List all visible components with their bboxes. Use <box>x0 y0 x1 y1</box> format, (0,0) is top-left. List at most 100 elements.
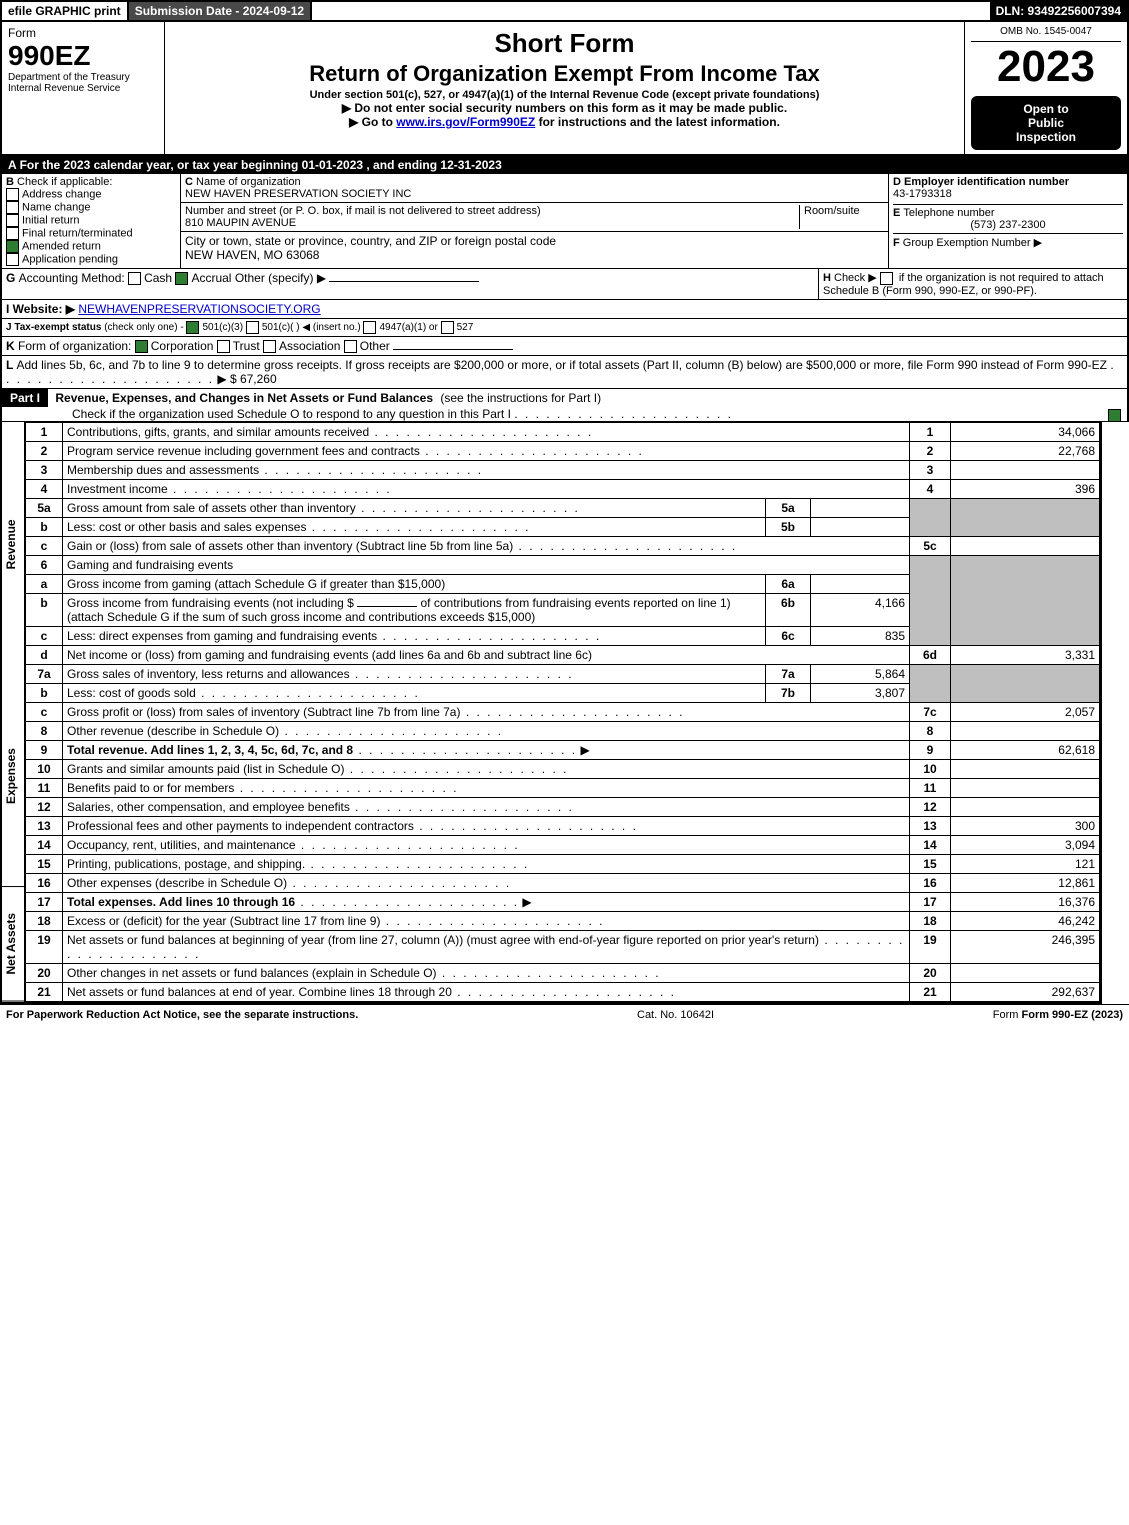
row-6d: d Net income or (loss) from gaming and f… <box>26 645 1100 664</box>
street-value: 810 MAUPIN AVENUE <box>185 217 296 229</box>
open-line2: Public <box>977 116 1115 130</box>
b-final: Final return/terminated <box>22 227 133 239</box>
b-app-pending: Application pending <box>22 253 118 265</box>
amt11 <box>951 778 1100 797</box>
cb-amended-return[interactable] <box>6 240 19 253</box>
n6: 6 <box>26 555 63 574</box>
website-link[interactable]: NEWHAVENPRESERVATIONSOCIETY.ORG <box>78 302 320 316</box>
top-spacer <box>312 2 989 20</box>
amt14: 3,094 <box>951 835 1100 854</box>
side-expenses: Expenses <box>2 667 24 887</box>
line-a: A For the 2023 calendar year, or tax yea… <box>0 156 1129 174</box>
cb-501c3[interactable] <box>186 321 199 334</box>
cb-initial-return[interactable] <box>6 214 19 227</box>
cb-final-return[interactable] <box>6 227 19 240</box>
row-13: 13 Professional fees and other payments … <box>26 816 1100 835</box>
goto-pre: Go to <box>362 115 397 129</box>
dept-treasury: Department of the Treasury <box>8 72 158 83</box>
ln5c: 5c <box>910 536 951 555</box>
row-4: 4 Investment income 4 396 <box>26 479 1100 498</box>
cb-assoc[interactable] <box>263 340 276 353</box>
ln14: 14 <box>910 835 951 854</box>
sv7a: 5,864 <box>811 664 910 683</box>
line-k: K Form of organization: Corporation Trus… <box>0 337 1129 356</box>
j-527: 527 <box>457 322 474 333</box>
k-trust: Trust <box>233 339 260 353</box>
line-i: I Website: ▶ NEWHAVENPRESERVATIONSOCIETY… <box>0 300 1129 319</box>
cb-corp[interactable] <box>135 340 148 353</box>
n16: 16 <box>26 873 63 892</box>
lbl10: Grants and similar amounts paid (list in… <box>67 762 344 776</box>
sv7b: 3,807 <box>811 683 910 702</box>
i-label: Website: ▶ <box>13 302 75 316</box>
sn5a: 5a <box>766 498 811 517</box>
row-15: 15 Printing, publications, postage, and … <box>26 854 1100 873</box>
row-5a: 5a Gross amount from sale of assets othe… <box>26 498 1100 517</box>
cb-4947[interactable] <box>363 321 376 334</box>
line-l: L Add lines 5b, 6c, and 7b to line 9 to … <box>0 356 1129 389</box>
n8: 8 <box>26 721 63 740</box>
amt12 <box>951 797 1100 816</box>
lbl12: Salaries, other compensation, and employ… <box>67 800 350 814</box>
cat-no: Cat. No. 10642I <box>637 1009 714 1021</box>
ln10: 10 <box>910 759 951 778</box>
n21: 21 <box>26 982 63 1001</box>
page-footer: For Paperwork Reduction Act Notice, see … <box>0 1004 1129 1025</box>
k-other: Other <box>360 339 390 353</box>
ein-value: 43-1793318 <box>893 188 952 200</box>
amt6d: 3,331 <box>951 645 1100 664</box>
k-assoc: Association <box>279 339 340 353</box>
org-info-block: B Check if applicable: Address change Na… <box>0 174 1129 269</box>
cb-name-change[interactable] <box>6 201 19 214</box>
city-label: City or town, state or province, country… <box>185 234 556 248</box>
row-16: 16 Other expenses (describe in Schedule … <box>26 873 1100 892</box>
city-value: NEW HAVEN, MO 63068 <box>185 248 319 262</box>
cb-application-pending[interactable] <box>6 253 19 266</box>
sn7a: 7a <box>766 664 811 683</box>
n15: 15 <box>26 854 63 873</box>
lbl6c: Less: direct expenses from gaming and fu… <box>67 629 377 643</box>
ln9: 9 <box>910 740 951 759</box>
sn6a: 6a <box>766 574 811 593</box>
cb-trust[interactable] <box>217 340 230 353</box>
cb-other-org[interactable] <box>344 340 357 353</box>
lbl5c: Gain or (loss) from sale of assets other… <box>67 539 513 553</box>
n10: 10 <box>26 759 63 778</box>
lines-table: 1 Contributions, gifts, grants, and simi… <box>25 422 1100 1002</box>
n20: 20 <box>26 963 63 982</box>
sv5a <box>811 498 910 517</box>
n6a: a <box>26 574 63 593</box>
amt21: 292,637 <box>951 982 1100 1001</box>
form-ref-bold: Form 990-EZ (2023) <box>1022 1009 1123 1021</box>
section-c: C Name of organization NEW HAVEN PRESERV… <box>181 174 888 268</box>
cb-527[interactable] <box>441 321 454 334</box>
cb-cash[interactable] <box>128 272 141 285</box>
g-cash: Cash <box>144 271 172 285</box>
ln20: 20 <box>910 963 951 982</box>
row-3: 3 Membership dues and assessments 3 <box>26 460 1100 479</box>
irs-label: Internal Revenue Service <box>8 83 158 94</box>
b-name: Name change <box>22 201 91 213</box>
lbl18: Excess or (deficit) for the year (Subtra… <box>67 914 380 928</box>
part1-table-wrap: Revenue Expenses Net Assets 1 Contributi… <box>0 422 1102 1004</box>
cb-schedule-o[interactable] <box>1108 409 1121 422</box>
cb-address-change[interactable] <box>6 188 19 201</box>
cb-accrual[interactable] <box>175 272 188 285</box>
cb-501c[interactable] <box>246 321 259 334</box>
row-6: 6 Gaming and fundraising events <box>26 555 1100 574</box>
ln4: 4 <box>910 479 951 498</box>
row-2: 2 Program service revenue including gove… <box>26 441 1100 460</box>
n6c: c <box>26 626 63 645</box>
lbl7c: Gross profit or (loss) from sales of inv… <box>67 705 460 719</box>
lbl21: Net assets or fund balances at end of ye… <box>67 985 452 999</box>
cb-schedule-b[interactable] <box>880 272 893 285</box>
row-19: 19 Net assets or fund balances at beginn… <box>26 930 1100 963</box>
row-10: 10 Grants and similar amounts paid (list… <box>26 759 1100 778</box>
j-c: 501(c)( ) <box>262 322 300 333</box>
row-8: 8 Other revenue (describe in Schedule O)… <box>26 721 1100 740</box>
goto-link[interactable]: www.irs.gov/Form990EZ <box>396 115 535 129</box>
lbl15: Printing, publications, postage, and shi… <box>67 857 305 871</box>
ln6d: 6d <box>910 645 951 664</box>
form-word: Form <box>8 26 158 40</box>
sn5b: 5b <box>766 517 811 536</box>
